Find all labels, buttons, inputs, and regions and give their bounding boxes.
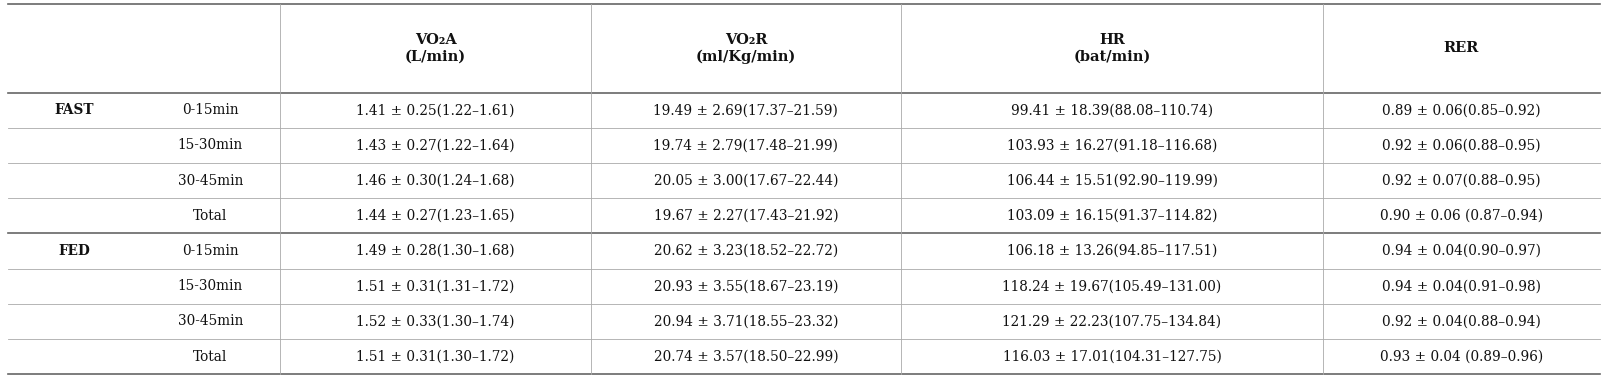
- Text: 1.51 ± 0.31(1.30–1.72): 1.51 ± 0.31(1.30–1.72): [357, 350, 514, 364]
- Text: 106.18 ± 13.26(94.85–117.51): 106.18 ± 13.26(94.85–117.51): [1006, 244, 1216, 258]
- Text: 20.93 ± 3.55(18.67–23.19): 20.93 ± 3.55(18.67–23.19): [652, 279, 837, 293]
- Text: 1.51 ± 0.31(1.31–1.72): 1.51 ± 0.31(1.31–1.72): [357, 279, 514, 293]
- Text: FED: FED: [58, 244, 90, 258]
- Text: 1.49 ± 0.28(1.30–1.68): 1.49 ± 0.28(1.30–1.68): [355, 244, 514, 258]
- Text: 1.44 ± 0.27(1.23–1.65): 1.44 ± 0.27(1.23–1.65): [355, 209, 514, 223]
- Text: 19.49 ± 2.69(17.37–21.59): 19.49 ± 2.69(17.37–21.59): [652, 103, 837, 117]
- Text: 103.93 ± 16.27(91.18–116.68): 103.93 ± 16.27(91.18–116.68): [1006, 138, 1216, 152]
- Text: 15-30min: 15-30min: [177, 279, 243, 293]
- Text: 1.43 ± 0.27(1.22–1.64): 1.43 ± 0.27(1.22–1.64): [355, 138, 514, 152]
- Text: HR
(bat/min): HR (bat/min): [1073, 33, 1151, 64]
- Text: 0.93 ± 0.04 (0.89–0.96): 0.93 ± 0.04 (0.89–0.96): [1379, 350, 1543, 364]
- Text: 121.29 ± 22.23(107.75–134.84): 121.29 ± 22.23(107.75–134.84): [1001, 314, 1221, 328]
- Text: 0-15min: 0-15min: [182, 244, 238, 258]
- Text: 103.09 ± 16.15(91.37–114.82): 103.09 ± 16.15(91.37–114.82): [1006, 209, 1216, 223]
- Text: 30-45min: 30-45min: [177, 174, 243, 187]
- Text: 20.74 ± 3.57(18.50–22.99): 20.74 ± 3.57(18.50–22.99): [652, 350, 837, 364]
- Text: 0.89 ± 0.06(0.85–0.92): 0.89 ± 0.06(0.85–0.92): [1382, 103, 1540, 117]
- Text: 0.92 ± 0.06(0.88–0.95): 0.92 ± 0.06(0.88–0.95): [1382, 138, 1540, 152]
- Text: 19.74 ± 2.79(17.48–21.99): 19.74 ± 2.79(17.48–21.99): [652, 138, 837, 152]
- Text: 0.90 ± 0.06 (0.87–0.94): 0.90 ± 0.06 (0.87–0.94): [1379, 209, 1543, 223]
- Text: 20.94 ± 3.71(18.55–23.32): 20.94 ± 3.71(18.55–23.32): [652, 314, 837, 328]
- Text: 0.94 ± 0.04(0.90–0.97): 0.94 ± 0.04(0.90–0.97): [1380, 244, 1540, 258]
- Text: FAST: FAST: [55, 103, 93, 117]
- Text: 116.03 ± 17.01(104.31–127.75): 116.03 ± 17.01(104.31–127.75): [1003, 350, 1221, 364]
- Text: 106.44 ± 15.51(92.90–119.99): 106.44 ± 15.51(92.90–119.99): [1006, 174, 1216, 187]
- Text: 0.94 ± 0.04(0.91–0.98): 0.94 ± 0.04(0.91–0.98): [1380, 279, 1540, 293]
- Text: VO₂A
(L/min): VO₂A (L/min): [405, 33, 466, 64]
- Text: Total: Total: [193, 350, 227, 364]
- Text: VO₂R
(ml/Kg/min): VO₂R (ml/Kg/min): [696, 33, 795, 64]
- Text: 118.24 ± 19.67(105.49–131.00): 118.24 ± 19.67(105.49–131.00): [1001, 279, 1221, 293]
- Text: 20.05 ± 3.00(17.67–22.44): 20.05 ± 3.00(17.67–22.44): [652, 174, 837, 187]
- Text: RER: RER: [1443, 41, 1478, 55]
- Text: 15-30min: 15-30min: [177, 138, 243, 152]
- Text: 1.46 ± 0.30(1.24–1.68): 1.46 ± 0.30(1.24–1.68): [355, 174, 514, 187]
- Text: 99.41 ± 18.39(88.08–110.74): 99.41 ± 18.39(88.08–110.74): [1011, 103, 1212, 117]
- Text: 0-15min: 0-15min: [182, 103, 238, 117]
- Text: 1.52 ± 0.33(1.30–1.74): 1.52 ± 0.33(1.30–1.74): [357, 314, 514, 328]
- Text: 0.92 ± 0.04(0.88–0.94): 0.92 ± 0.04(0.88–0.94): [1380, 314, 1540, 328]
- Text: 20.62 ± 3.23(18.52–22.72): 20.62 ± 3.23(18.52–22.72): [654, 244, 837, 258]
- Text: Total: Total: [193, 209, 227, 223]
- Text: 30-45min: 30-45min: [177, 314, 243, 328]
- Text: 19.67 ± 2.27(17.43–21.92): 19.67 ± 2.27(17.43–21.92): [652, 209, 837, 223]
- Text: 1.41 ± 0.25(1.22–1.61): 1.41 ± 0.25(1.22–1.61): [357, 103, 514, 117]
- Text: 0.92 ± 0.07(0.88–0.95): 0.92 ± 0.07(0.88–0.95): [1382, 174, 1540, 187]
